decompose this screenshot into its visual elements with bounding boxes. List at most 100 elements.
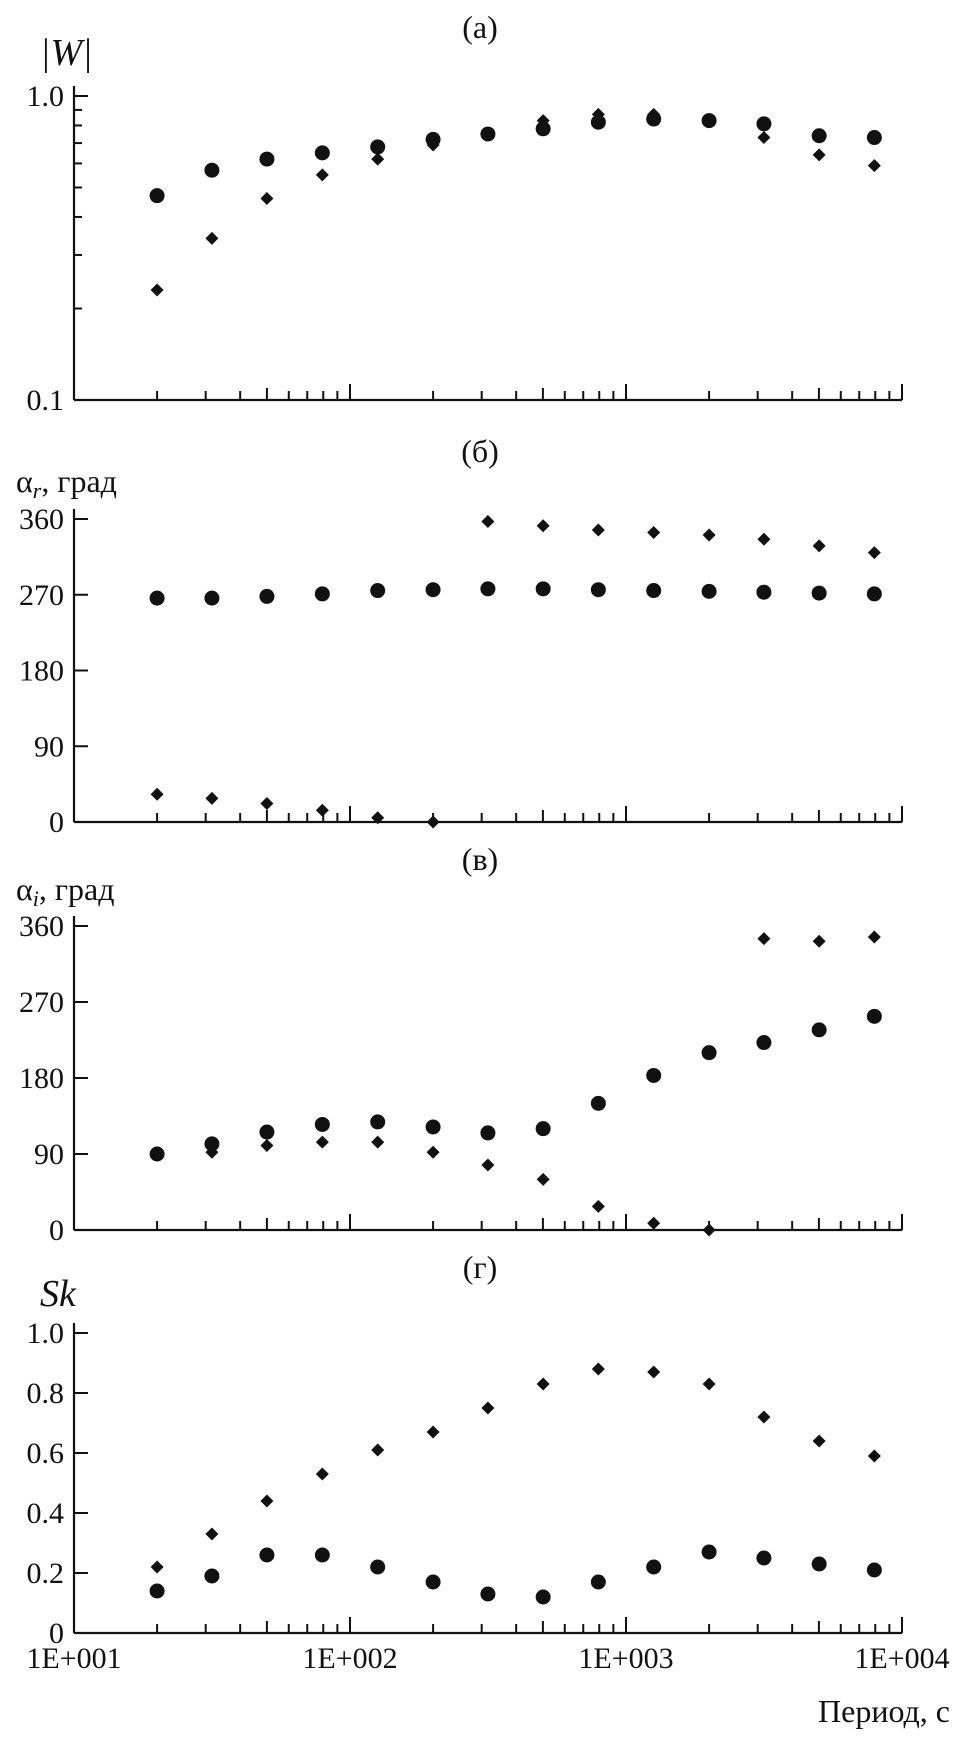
data-point-diamond [315, 803, 329, 817]
y-tick-label: 1.0 [27, 1317, 65, 1350]
data-point-circle [535, 1121, 551, 1137]
data-point-diamond [315, 168, 329, 182]
data-point-diamond [591, 107, 605, 121]
data-point-diamond [260, 1494, 274, 1508]
y-tick-label: 0 [49, 806, 64, 839]
data-point-diamond [150, 1147, 164, 1161]
y-tick-label: 360 [19, 910, 64, 943]
data-point-diamond [481, 1158, 495, 1172]
data-point-circle [480, 1586, 496, 1602]
data-point-circle [535, 581, 551, 597]
data-point-diamond [536, 1172, 550, 1186]
data-point-circle [866, 130, 882, 146]
data-point-circle [646, 1067, 662, 1083]
y-tick-label: 0.1 [27, 384, 65, 417]
y-tick-label: 0.6 [27, 1437, 65, 1470]
data-point-diamond [371, 811, 385, 825]
data-point-circle [370, 583, 386, 599]
data-point-circle [535, 121, 551, 137]
data-point-circle [425, 1119, 441, 1135]
y-axis-label: Sk [40, 1273, 77, 1315]
data-point-diamond [757, 131, 771, 145]
data-point-circle [204, 1568, 220, 1584]
data-point-diamond [536, 114, 550, 128]
data-point-circle [259, 1547, 275, 1563]
data-point-diamond [205, 231, 219, 245]
x-tick-label: 1E+001 [26, 1642, 121, 1675]
data-point-diamond [371, 152, 385, 166]
y-tick-label: 0.2 [27, 1557, 65, 1590]
data-point-diamond [702, 114, 716, 128]
data-point-diamond [150, 787, 164, 801]
data-point-diamond [812, 148, 826, 162]
data-point-diamond [536, 519, 550, 533]
panel-3: (в) αi, град 0 90 180 270 360 [16, 841, 903, 1247]
panel-4: (г) Sk 0 0.2 0.4 0.6 0.8 1.0 [27, 1249, 903, 1650]
data-point-circle [811, 1556, 827, 1572]
data-point-circle [535, 1589, 551, 1605]
data-point-diamond [260, 796, 274, 810]
data-point-circle [314, 1116, 330, 1132]
panel-title: (б) [461, 433, 499, 469]
y-tick-label: 90 [34, 1138, 64, 1171]
panel-title: (г) [463, 1249, 497, 1285]
data-point-diamond [867, 159, 881, 173]
data-point-circle [370, 139, 386, 155]
data-point-diamond [702, 1223, 716, 1237]
data-point-diamond [481, 127, 495, 141]
data-point-circle [480, 581, 496, 597]
data-point-diamond [426, 1145, 440, 1159]
y-tick-label: 0 [49, 1617, 64, 1650]
data-point-diamond [867, 930, 881, 944]
data-point-circle [756, 1550, 772, 1566]
data-point-circle [314, 1547, 330, 1563]
data-point-diamond [371, 1443, 385, 1457]
data-point-diamond [757, 932, 771, 946]
y-axis-label: αr, град [16, 463, 117, 503]
data-point-diamond [205, 1527, 219, 1541]
data-point-circle [590, 1574, 606, 1590]
data-point-diamond [812, 1434, 826, 1448]
data-point-diamond [481, 1401, 495, 1415]
y-tick-label: 360 [19, 503, 64, 536]
y-tick-label: 270 [19, 579, 64, 612]
panel-title: (а) [462, 9, 498, 45]
data-point-circle [756, 116, 772, 132]
data-point-circle [259, 1124, 275, 1140]
data-point-circle [811, 1022, 827, 1038]
data-point-circle [149, 188, 165, 204]
data-point-diamond [426, 1425, 440, 1439]
data-point-circle [425, 582, 441, 598]
y-tick-label: 180 [19, 1062, 64, 1095]
y-tick-label: 0.4 [27, 1497, 65, 1530]
data-point-diamond [260, 1139, 274, 1153]
data-point-diamond [205, 791, 219, 805]
data-point-diamond [150, 1560, 164, 1574]
data-point-circle [646, 583, 662, 599]
data-point-diamond [702, 1377, 716, 1391]
data-point-circle [756, 584, 772, 600]
data-point-diamond [426, 138, 440, 152]
data-point-diamond [260, 192, 274, 206]
data-point-diamond [812, 934, 826, 948]
data-point-circle [590, 114, 606, 130]
data-point-circle [811, 585, 827, 601]
x-tick-label: 1E+003 [578, 1642, 673, 1675]
data-point-circle [149, 1583, 165, 1599]
data-point-circle [866, 1562, 882, 1578]
y-axis-label: αi, град [16, 871, 115, 911]
data-point-diamond [591, 523, 605, 537]
y-tick-label: 180 [19, 655, 64, 688]
data-point-circle [866, 1008, 882, 1024]
data-point-diamond [867, 546, 881, 560]
data-point-diamond [315, 1467, 329, 1481]
data-point-diamond [205, 1145, 219, 1159]
y-axis-label: |W| [40, 32, 93, 74]
data-point-diamond [812, 539, 826, 553]
data-point-diamond [647, 1365, 661, 1379]
data-point-diamond [647, 1216, 661, 1230]
data-point-circle [646, 1559, 662, 1575]
x-tick-label: 1E+004 [854, 1642, 949, 1675]
data-point-circle [756, 1035, 772, 1051]
